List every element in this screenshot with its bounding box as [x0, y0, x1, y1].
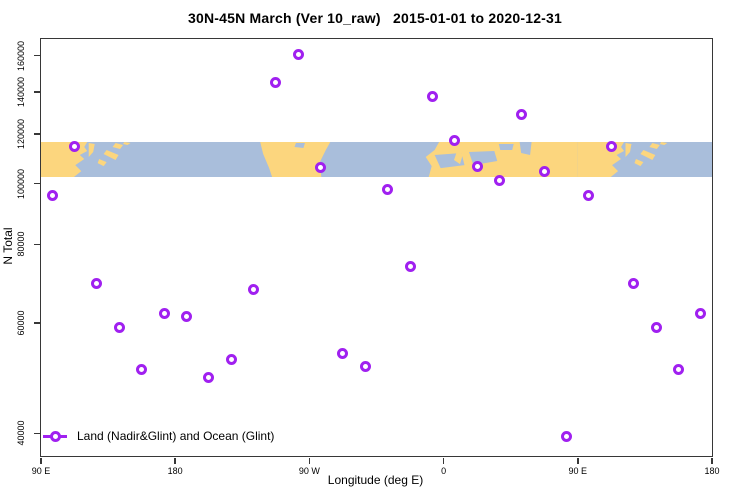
data-point: [270, 76, 282, 88]
y-tick-mark: [33, 322, 40, 324]
x-tick-label: 90 W: [298, 466, 320, 476]
data-point: [315, 162, 327, 174]
data-point: [136, 363, 148, 375]
data-point: [180, 310, 192, 322]
x-tick-mark: [711, 457, 713, 464]
y-tick-label: 60000: [16, 310, 26, 336]
x-tick-mark: [577, 457, 579, 464]
data-point: [449, 135, 461, 147]
data-point: [538, 166, 550, 178]
x-tick-label: 90 E: [31, 466, 51, 476]
plot-area: 90 E 180 90 W 0 90 E 180 40000 60000 80000 10000…: [16, 38, 720, 476]
data-point: [561, 430, 573, 442]
data-point: [404, 260, 416, 272]
x-tick-mark: [174, 457, 176, 464]
y-tick-label: 140000: [16, 76, 26, 107]
y-tick-label: 120000: [16, 118, 26, 149]
x-tick-label: 180: [167, 466, 183, 476]
legend: Land (Nadir&Glint) and Ocean (Glint): [41, 429, 274, 443]
x-tick-mark: [308, 457, 311, 464]
data-point: [695, 308, 707, 320]
data-point: [203, 372, 215, 384]
map-strip-svg: [41, 141, 712, 177]
data-point: [583, 190, 595, 202]
y-tick-mark: [33, 182, 40, 185]
data-point: [247, 284, 259, 296]
data-point: [628, 278, 640, 290]
world-map-band: [41, 141, 712, 177]
y-tick-mark: [33, 54, 40, 57]
legend-line-circle-icon: [42, 430, 68, 443]
x-tick-mark: [40, 457, 42, 464]
y-tick-label: 40000: [16, 420, 26, 446]
data-point: [91, 278, 103, 290]
y-tick-mark: [33, 91, 40, 93]
chart-title: 30N-45N March (Ver 10_raw) 2015-01-01 to…: [187, 10, 563, 26]
x-tick-label: 180: [704, 466, 720, 476]
data-point: [382, 184, 394, 196]
y-tick-mark: [33, 133, 40, 135]
data-point: [359, 360, 371, 372]
data-point: [292, 48, 304, 60]
data-point: [650, 322, 662, 334]
data-point: [494, 175, 506, 187]
data-point: [337, 347, 349, 359]
x-axis-title: Longitude (deg E): [327, 473, 424, 487]
y-tick-label: 100000: [16, 168, 26, 199]
data-point: [113, 322, 125, 334]
data-point: [225, 353, 237, 365]
data-point: [605, 141, 617, 153]
data-point: [69, 141, 81, 153]
data-point: [46, 190, 58, 202]
y-tick-label: 80000: [16, 231, 26, 257]
x-tick-label: 90 E: [568, 466, 588, 476]
data-point: [158, 308, 170, 320]
x-tick-label: 0: [441, 466, 447, 476]
y-tick-label: 160000: [16, 40, 26, 71]
data-point: [426, 91, 438, 103]
y-axis-title: N Total: [1, 227, 15, 265]
y-tick-mark: [33, 243, 40, 246]
legend-label: Land (Nadir&Glint) and Ocean (Glint): [77, 429, 275, 443]
y-tick-mark: [33, 432, 40, 435]
x-tick-mark: [442, 457, 445, 464]
data-point: [516, 109, 528, 121]
data-point: [471, 161, 483, 173]
data-point: [672, 363, 684, 375]
